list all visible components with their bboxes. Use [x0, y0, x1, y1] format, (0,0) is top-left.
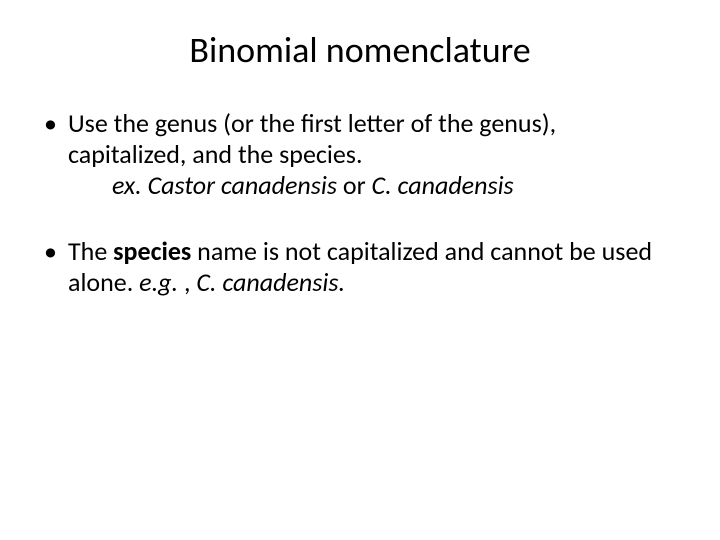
bullet-1-text: Use the genus (or the first letter of th… — [68, 107, 556, 170]
bullet-2-tail: C. canadensis. — [196, 266, 345, 298]
bullet-1-example: ex. Castor canadensis or C. canadensis — [68, 170, 680, 201]
example-prefix: ex. Castor canadensis — [112, 169, 337, 201]
bullet-2-comma: , — [178, 266, 196, 298]
example-mid: or — [337, 169, 372, 201]
bullet-2-bold: species — [113, 235, 191, 267]
bullet-2: The species name is not capitalized and … — [40, 236, 680, 298]
slide-title: Binomial nomenclature — [40, 28, 680, 72]
example-suffix: C. canadensis — [372, 169, 514, 201]
bullet-2-pre: The — [68, 235, 113, 267]
bullet-list: Use the genus (or the first letter of th… — [40, 108, 680, 298]
bullet-2-eg: e.g. — [139, 266, 178, 298]
bullet-1: Use the genus (or the first letter of th… — [40, 108, 680, 202]
slide: Binomial nomenclature Use the genus (or … — [0, 0, 720, 540]
